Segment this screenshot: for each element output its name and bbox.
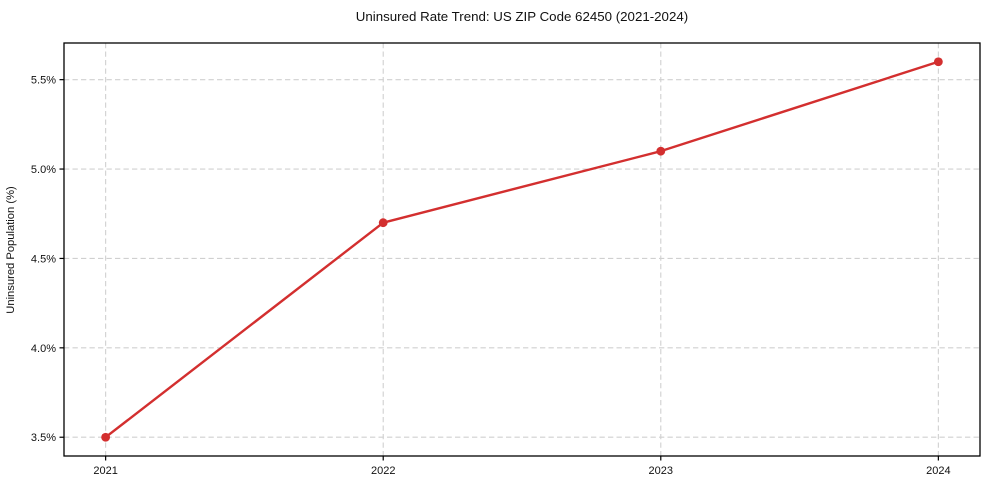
data-point — [933, 57, 943, 67]
plot-border — [63, 42, 981, 457]
axes-layer: 3.5% 4.0% 4.5% 5.0% 5.5% 2021 2022 2023 2024 — [31, 42, 981, 477]
chart-title: Uninsured Rate Trend: US ZIP Code 62450 … — [356, 9, 688, 24]
x-tick-label: 2023 — [649, 465, 673, 477]
y-tick-label: 4.0% — [31, 343, 56, 355]
y-tick-label: 5.5% — [31, 75, 56, 87]
y-tick-label: 3.5% — [31, 432, 56, 444]
data-point — [378, 218, 388, 228]
x-tick-label: 2021 — [93, 465, 117, 477]
series-layer — [101, 57, 943, 442]
x-tick-label: 2024 — [926, 465, 950, 477]
data-point — [656, 146, 666, 156]
y-tick-label: 4.5% — [31, 253, 56, 265]
grid-layer — [64, 43, 980, 456]
x-tick-label: 2022 — [371, 465, 395, 477]
y-tick-label: 5.0% — [31, 164, 56, 176]
data-point — [101, 432, 111, 442]
trend-line — [104, 60, 940, 439]
y-axis-label: Uninsured Population (%) — [5, 186, 17, 314]
